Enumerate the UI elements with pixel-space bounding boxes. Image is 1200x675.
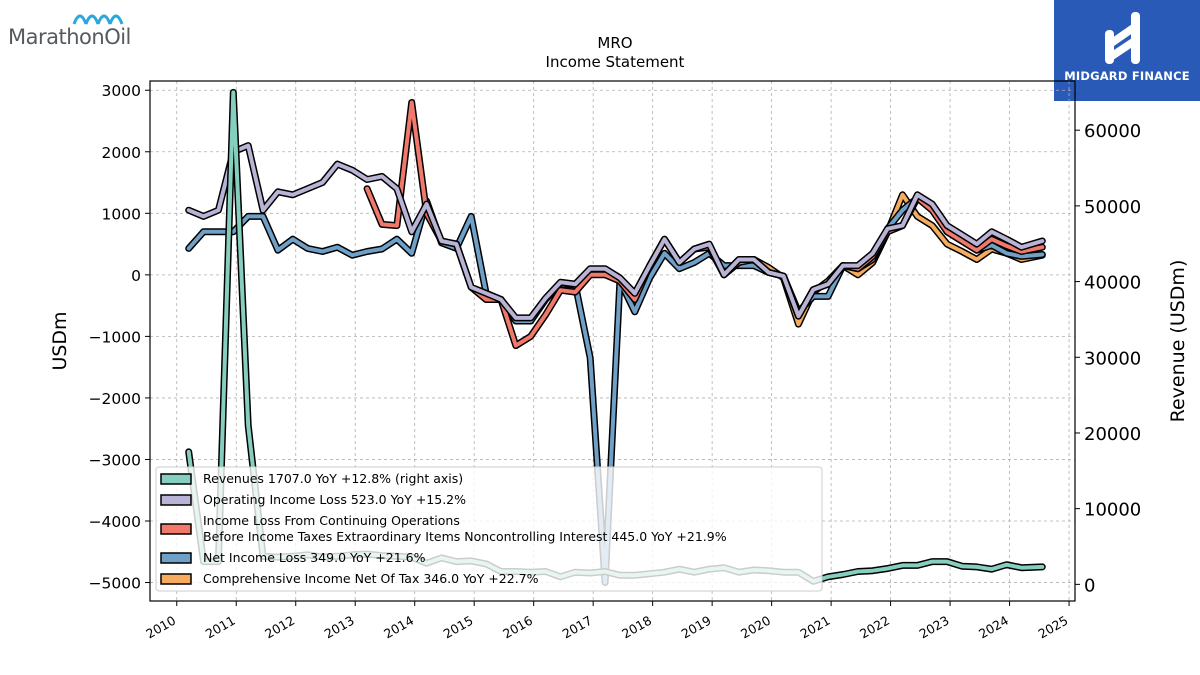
midgard-finance-label: MIDGARD FINANCE	[1064, 69, 1190, 83]
y-tick-label-left: −5000	[89, 575, 141, 593]
legend-swatch	[160, 473, 192, 485]
legend-label: Operating Income Loss 523.0 YoY +15.2%	[203, 492, 466, 507]
marathon-oil-logo: MarathonOil	[8, 8, 153, 53]
legend-swatch	[160, 573, 192, 585]
legend: Revenues 1707.0 YoY +12.8% (right axis) O…	[155, 466, 823, 592]
chart-title: MRO	[597, 34, 632, 52]
chart-subtitle: Income Statement	[546, 53, 685, 71]
legend-label: Before Income Taxes Extraordinary Items …	[203, 529, 727, 544]
x-tick-label: 2020	[738, 613, 773, 642]
plot-frame	[149, 80, 1076, 602]
y-tick-label-right: 0	[1084, 575, 1095, 596]
y-tick-label-right: 30000	[1084, 348, 1141, 369]
legend-label: Comprehensive Income Net Of Tax 346.0 Yo…	[203, 571, 539, 586]
x-tick-label: 2013	[322, 613, 357, 642]
midgard-finance-logo: MIDGARD FINANCE	[1054, 0, 1200, 101]
legend-label: Revenues 1707.0 YoY +12.8% (right axis)	[203, 471, 463, 486]
y-tick-label-left: −3000	[89, 451, 141, 469]
series-line-outline	[185, 142, 1046, 322]
x-tick-label: 2017	[560, 613, 595, 642]
y-axis-label-right: Revenue (USDm)	[1167, 260, 1189, 423]
x-tick-label: 2021	[798, 613, 833, 642]
y-tick-label-left: 1000	[102, 205, 141, 223]
y-tick-label-left: 3000	[102, 82, 141, 100]
series-line	[751, 192, 1045, 327]
series-line	[186, 143, 1045, 320]
x-tick-label: 2025	[1036, 613, 1071, 642]
legend-swatch	[160, 552, 192, 564]
marathon-oil-wordmark: MarathonOil	[8, 25, 131, 49]
x-tick-label: 2016	[500, 613, 535, 642]
series-line	[186, 195, 1045, 585]
legend-label: Net Income Loss 349.0 YoY +21.6%	[203, 550, 426, 565]
y-tick-label-left: 2000	[102, 144, 141, 162]
y-tick-label-left: −2000	[89, 390, 141, 408]
x-tick-label: 2019	[679, 613, 714, 642]
x-tick-label: 2011	[203, 613, 238, 642]
midgard-emblem-icon	[1105, 12, 1140, 64]
y-axis-label-left: USDm	[49, 311, 71, 370]
x-tick-label: 2012	[262, 613, 297, 642]
y-tick-label-right: 20000	[1084, 424, 1141, 445]
x-tick-label: 2015	[441, 613, 476, 642]
x-tick-label: 2022	[857, 613, 892, 642]
x-tick-label: 2018	[619, 613, 654, 642]
y-tick-label-right: 60000	[1084, 121, 1141, 142]
x-tick-label: 2024	[976, 613, 1011, 642]
y-tick-label-left: 0	[131, 267, 141, 285]
axis-layer: 3000200010000−1000−2000−3000−4000−500020…	[89, 82, 1142, 641]
legend-label: Income Loss From Continuing Operations	[203, 513, 460, 528]
y-tick-label-right: 40000	[1084, 273, 1141, 294]
x-tick-label: 2010	[143, 613, 178, 642]
y-tick-label-right: 50000	[1084, 197, 1141, 218]
y-tick-label-left: −4000	[89, 513, 141, 531]
y-tick-label-right: 10000	[1084, 500, 1141, 521]
legend-box	[155, 466, 823, 592]
legend-swatch	[160, 523, 192, 535]
y-tick-label-left: −1000	[89, 328, 141, 346]
legend-swatch	[160, 494, 192, 506]
wave-logo-icon	[72, 14, 124, 25]
x-tick-label: 2014	[381, 613, 416, 642]
x-tick-label: 2023	[917, 613, 952, 642]
